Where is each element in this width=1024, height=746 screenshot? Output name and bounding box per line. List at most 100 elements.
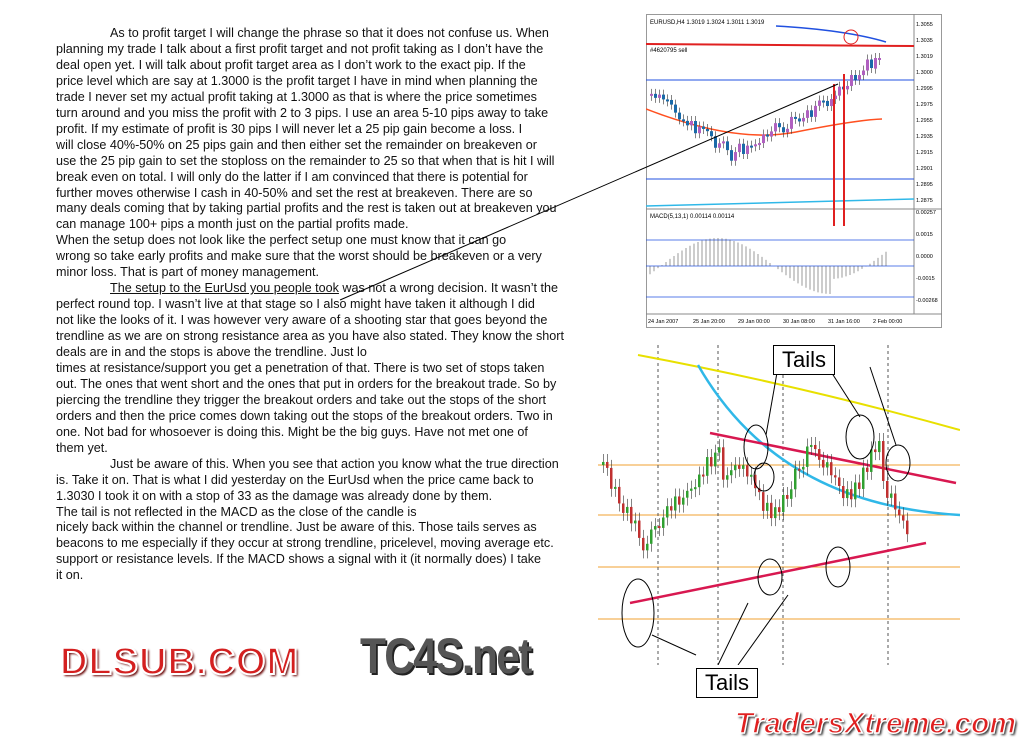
text-line-content: is. Take it on. That is what I did yeste… — [56, 472, 534, 487]
candle — [906, 520, 909, 535]
candle — [834, 475, 837, 478]
text-line-content: nicely back within the channel or trendl… — [56, 520, 537, 535]
text-line: price level which are say at 1.3000 is t… — [56, 74, 538, 89]
text-line: it on. — [56, 568, 83, 583]
candle — [854, 74, 857, 80]
text-line-content: it on. — [56, 568, 84, 583]
text-line-content: further moves otherwise I cash in 40-50%… — [56, 185, 533, 200]
text-line-tail: was not a wrong decision. It wasn’t the — [338, 281, 559, 296]
text-line: support or resistance levels. If the MAC… — [56, 552, 541, 567]
candle — [650, 93, 653, 96]
candle — [718, 143, 721, 148]
candle — [770, 131, 773, 137]
tail-highlight-circle — [753, 462, 775, 492]
text-line-content: beacons to me especially if they occur a… — [56, 536, 554, 551]
candle — [786, 128, 789, 133]
text-line: deal open yet. I will talk about profit … — [56, 58, 526, 73]
candle — [670, 99, 673, 105]
macd-tick: 0.0000 — [916, 254, 933, 260]
candle — [698, 126, 701, 134]
candle — [662, 94, 665, 100]
text-line: When the setup does not look like the pe… — [56, 233, 506, 248]
price-tick: 1.2935 — [916, 134, 933, 140]
text-line-content: one. Not bad for whosoever is doing this… — [56, 424, 528, 439]
candle — [874, 58, 877, 69]
candle — [838, 86, 841, 96]
candle — [798, 468, 801, 471]
candle — [622, 503, 625, 513]
candle — [814, 444, 817, 450]
time-tick: 29 Jan 00:00 — [738, 319, 770, 325]
candle — [654, 526, 657, 530]
candle — [602, 461, 605, 465]
candle — [850, 489, 853, 500]
candle — [878, 58, 881, 60]
resistance-line — [646, 43, 915, 47]
text-line: them yet. — [56, 441, 108, 456]
text-line-content: price level which are say at 1.3000 is t… — [56, 73, 538, 88]
slow-ma — [637, 354, 960, 431]
text-line: orders and then the price comes down tak… — [56, 409, 553, 424]
text-line-content: them yet. — [56, 440, 108, 455]
tail-highlight-circle — [757, 558, 783, 596]
price-tick: 1.2915 — [916, 150, 933, 156]
text-line: trade I never set my actual profit takin… — [56, 90, 537, 105]
candle — [870, 449, 873, 472]
macd-tick: 0.0015 — [916, 232, 933, 238]
text-line: minor loss. That is part of money manage… — [56, 265, 319, 280]
text-line-content: can manage 100+ pips a month just on the… — [56, 217, 409, 232]
candle — [830, 99, 833, 107]
price-tick: 1.3055 — [916, 22, 933, 28]
candle — [674, 104, 677, 113]
text-line: perfect round top. I wasn’t live at that… — [56, 297, 535, 312]
candle — [654, 93, 657, 98]
candle — [834, 95, 837, 100]
text-line-content: not like the looks of it. I was however … — [56, 313, 548, 328]
candle — [626, 506, 629, 513]
price-tick: 1.2995 — [916, 86, 933, 92]
text-line: piercing the trendline they trigger the … — [56, 393, 546, 408]
candle — [858, 482, 861, 489]
candle — [846, 85, 849, 90]
candle — [754, 144, 757, 147]
candle — [722, 447, 725, 480]
callout-pointer — [869, 366, 897, 446]
callout-pointer — [737, 594, 789, 665]
candle — [730, 470, 733, 476]
candle — [854, 482, 857, 500]
candle — [794, 116, 797, 119]
text-line: many deals coming that by taking partial… — [56, 201, 557, 216]
candle — [814, 105, 817, 117]
candle — [862, 70, 865, 76]
candle — [826, 100, 829, 107]
text-line: use the 25 pip gain to set the stoploss … — [56, 154, 554, 169]
candle — [734, 152, 737, 161]
candle — [702, 126, 705, 129]
candle — [750, 145, 753, 148]
candle — [846, 489, 849, 499]
text-line: 1.3030 I took it on with a stop of 33 as… — [56, 489, 492, 504]
callout-pointer — [717, 602, 749, 665]
text-line-content: out. The ones that went short and the on… — [56, 376, 557, 391]
candle — [810, 444, 813, 447]
candle — [850, 74, 853, 86]
candle — [806, 446, 809, 467]
tails-callout-bottom: Tails — [696, 668, 759, 698]
text-line-content: profit. If my estimate of profit is 30 p… — [56, 121, 523, 136]
time-tick: 25 Jan 20:00 — [693, 319, 725, 325]
tail-highlight-circle — [845, 414, 875, 460]
candle — [666, 99, 669, 102]
candle — [766, 134, 769, 137]
candle — [722, 141, 725, 144]
upper-trendline — [709, 431, 957, 485]
candle — [794, 468, 797, 490]
macd-tick: 0.00257 — [916, 210, 936, 216]
candle — [658, 94, 661, 98]
macd-tick: -0.00268 — [916, 298, 938, 304]
callout-pointer — [651, 634, 697, 656]
candle — [674, 496, 677, 511]
text-line-content: orders and then the price comes down tak… — [56, 408, 553, 423]
text-line-content: perfect round top. I wasn’t live at that… — [56, 297, 535, 312]
candle — [718, 447, 721, 453]
